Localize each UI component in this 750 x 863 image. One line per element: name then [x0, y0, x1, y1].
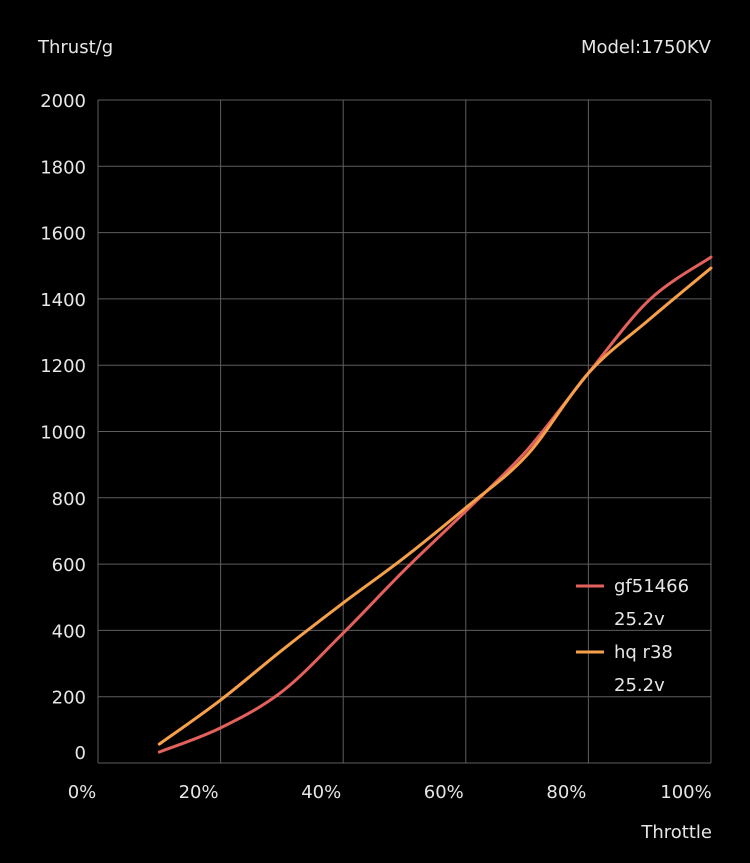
x-tick-label: 20% [179, 782, 219, 803]
y-tick-label: 200 [52, 688, 86, 709]
model-label: Model:1750KV [581, 37, 712, 58]
y-axis-label: Thrust/g [37, 37, 113, 58]
x-tick-label: 100% [660, 782, 711, 803]
y-tick-label: 1600 [40, 224, 86, 245]
y-tick-label: 1200 [40, 356, 86, 377]
series-line-hq-r38 [157, 266, 713, 746]
y-tick-label: 1400 [40, 290, 86, 311]
y-tick-label: 600 [52, 555, 86, 576]
x-axis-label: Throttle [640, 822, 712, 843]
y-tick-label: 400 [52, 621, 86, 642]
series-lines [157, 255, 713, 754]
y-tick-labels: 0 200 400 600 800 1000 1200 1400 1600 1800 2000 [40, 91, 86, 764]
y-tick-label: 800 [52, 489, 86, 510]
series-line-gf51466 [157, 255, 713, 754]
grid [97, 99, 712, 764]
x-tick-label: 80% [546, 782, 586, 803]
legend: gf51466 25.2v hq r38 25.2v [576, 576, 689, 696]
legend-label-gf51466: gf51466 [614, 576, 689, 597]
legend-sub-gf51466: 25.2v [614, 609, 665, 630]
legend-label-hq-r38: hq r38 [614, 642, 673, 663]
x-tick-label: 40% [301, 782, 341, 803]
x-tick-labels: 0% 20% 40% 60% 80% 100% [68, 782, 712, 803]
y-tick-label: 2000 [40, 91, 86, 112]
y-tick-label: 1800 [40, 157, 86, 178]
x-tick-label: 60% [424, 782, 464, 803]
x-tick-label: 0% [68, 782, 97, 803]
legend-sub-hq-r38: 25.2v [614, 675, 665, 696]
y-tick-label: 0 [75, 743, 86, 764]
y-tick-label: 1000 [40, 423, 86, 444]
